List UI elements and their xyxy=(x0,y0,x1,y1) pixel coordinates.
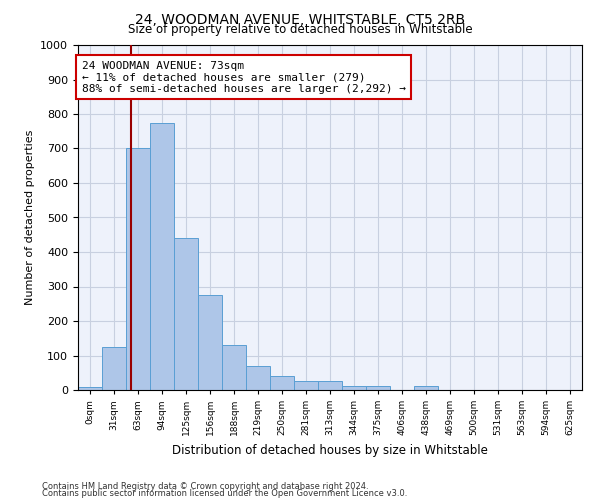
Bar xyxy=(102,347,126,390)
Bar xyxy=(198,295,222,390)
Bar xyxy=(246,366,270,390)
Bar xyxy=(366,386,390,390)
Text: 24, WOODMAN AVENUE, WHITSTABLE, CT5 2RB: 24, WOODMAN AVENUE, WHITSTABLE, CT5 2RB xyxy=(135,12,465,26)
Bar xyxy=(78,387,102,390)
Bar xyxy=(150,122,174,390)
Bar xyxy=(222,345,246,390)
Bar xyxy=(174,238,198,390)
Text: Contains HM Land Registry data © Crown copyright and database right 2024.: Contains HM Land Registry data © Crown c… xyxy=(42,482,368,491)
Bar xyxy=(294,382,318,390)
Bar xyxy=(414,386,438,390)
Y-axis label: Number of detached properties: Number of detached properties xyxy=(25,130,35,305)
Text: Size of property relative to detached houses in Whitstable: Size of property relative to detached ho… xyxy=(128,22,472,36)
Text: Contains public sector information licensed under the Open Government Licence v3: Contains public sector information licen… xyxy=(42,489,407,498)
X-axis label: Distribution of detached houses by size in Whitstable: Distribution of detached houses by size … xyxy=(172,444,488,456)
Bar xyxy=(126,148,150,390)
Bar xyxy=(270,376,294,390)
Bar xyxy=(342,386,366,390)
Bar xyxy=(318,382,342,390)
Text: 24 WOODMAN AVENUE: 73sqm
← 11% of detached houses are smaller (279)
88% of semi-: 24 WOODMAN AVENUE: 73sqm ← 11% of detach… xyxy=(82,60,406,94)
